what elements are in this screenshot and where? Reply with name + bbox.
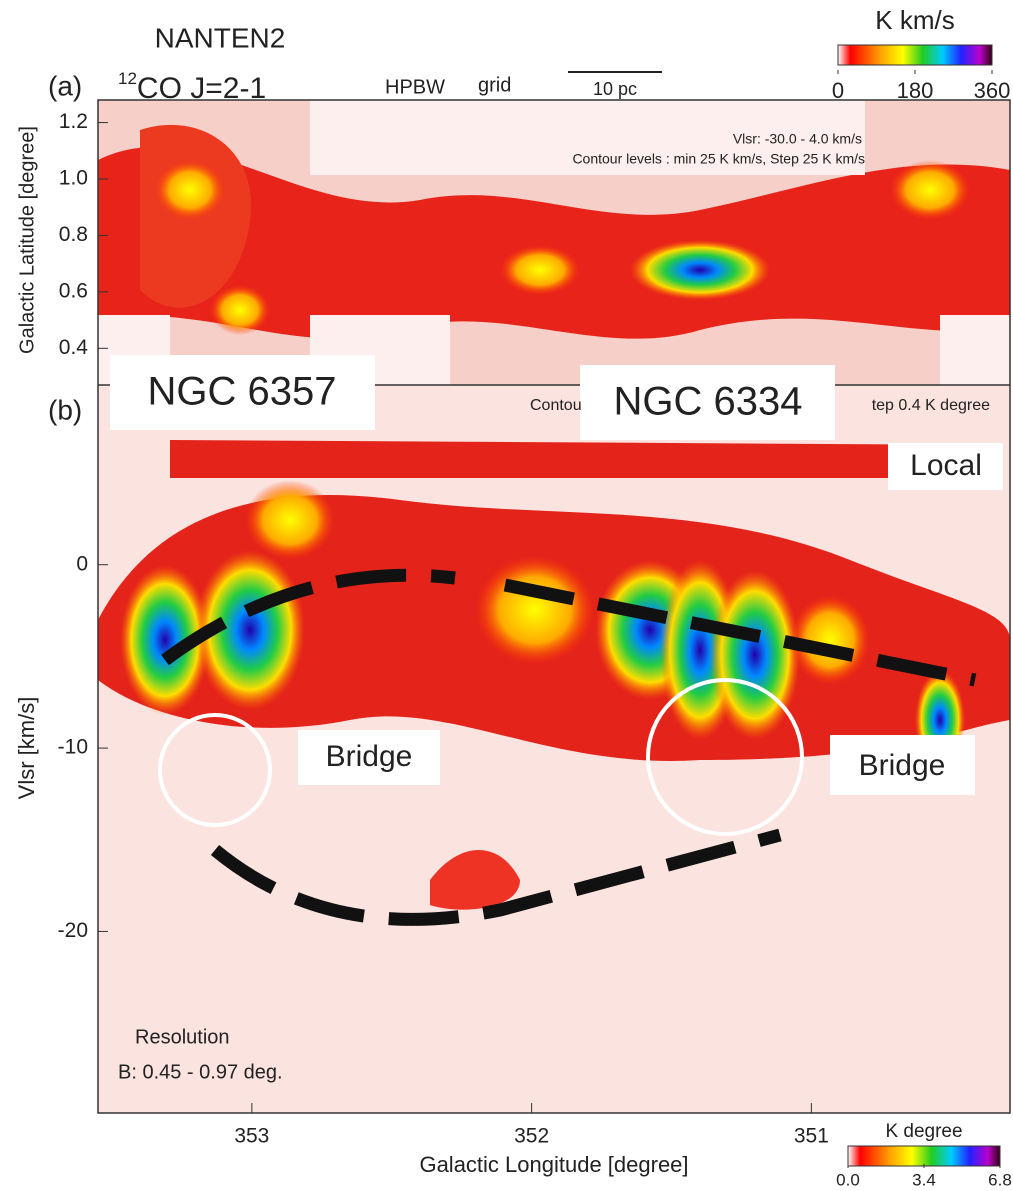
figure: NANTEN2 (a) 12CO J=2-1 HPBW grid 10 pc V… bbox=[0, 0, 1013, 1191]
contour-levels: Contour levels : min 25 K km/s, Step 25 … bbox=[572, 151, 865, 167]
y-tick-label: -10 bbox=[58, 736, 88, 759]
isotope: 12 bbox=[118, 69, 137, 88]
bridge-label: Bridge bbox=[859, 749, 946, 782]
y-tick-label: 1.0 bbox=[59, 167, 88, 190]
observatory: NANTEN2 bbox=[155, 22, 286, 53]
b-range: B: 0.45 - 0.97 deg. bbox=[118, 1061, 283, 1083]
hpbw: HPBW bbox=[385, 76, 445, 98]
y-tick-label: 0.8 bbox=[59, 223, 88, 246]
contour-note: Contou bbox=[530, 397, 582, 414]
colorbar-b bbox=[848, 1146, 1000, 1166]
local-label: Local bbox=[910, 449, 982, 482]
x-tick-label: 353 bbox=[234, 1125, 269, 1148]
y-axis-title: Vlsr [km/s] bbox=[14, 697, 39, 800]
y-tick-label: 0.6 bbox=[59, 279, 88, 302]
colorbar-title: K degree bbox=[885, 1121, 962, 1142]
resolution: Resolution bbox=[135, 1026, 230, 1048]
y-tick-label: 1.2 bbox=[59, 110, 88, 133]
contour-note: tep 0.4 K degree bbox=[872, 397, 990, 414]
map-a bbox=[98, 100, 1010, 385]
colorbar-tick-label: 0.0 bbox=[836, 1170, 860, 1189]
panel-label: (a) bbox=[48, 70, 82, 101]
colorbar-title: K km/s bbox=[875, 5, 954, 35]
line-name: 12CO J=2-1 bbox=[118, 69, 266, 104]
velocity-range: Vlsr: -30.0 - 4.0 km/s bbox=[733, 131, 862, 147]
colorbar-tick-label: 360 bbox=[974, 78, 1011, 103]
scale-label: 10 pc bbox=[593, 79, 637, 99]
x-tick-label: 352 bbox=[514, 1125, 549, 1148]
colorbar-tick-label: 3.4 bbox=[912, 1170, 936, 1189]
panel-label: (b) bbox=[48, 394, 82, 425]
bridge-label: Bridge bbox=[326, 740, 413, 773]
y-axis-title: Galactic Latitude [degree] bbox=[16, 126, 38, 354]
grid: grid bbox=[478, 74, 511, 96]
x-tick-label: 351 bbox=[794, 1125, 829, 1148]
colorbar-tick-label: 6.8 bbox=[988, 1170, 1012, 1189]
region-label: NGC 6357 bbox=[148, 370, 337, 414]
x-axis-title: Galactic Longitude [degree] bbox=[419, 1152, 688, 1177]
colorbar-a bbox=[838, 45, 992, 65]
region-label: NGC 6334 bbox=[614, 380, 803, 424]
y-tick-label: -20 bbox=[58, 919, 88, 942]
y-tick-label: 0 bbox=[76, 552, 88, 575]
colorbar-tick-label: 180 bbox=[897, 78, 934, 103]
colorbar-tick-label: 0 bbox=[832, 78, 844, 103]
transition: CO J=2-1 bbox=[137, 72, 266, 105]
y-tick-label: 0.4 bbox=[59, 336, 89, 359]
